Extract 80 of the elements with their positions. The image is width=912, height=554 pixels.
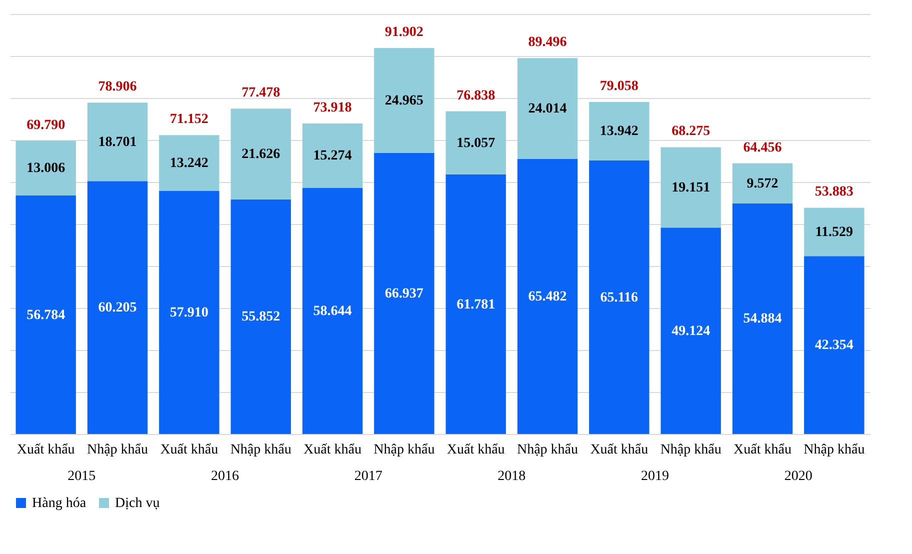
total-label: 91.902: [384, 25, 424, 40]
bar: [660, 228, 721, 434]
x-tick-label: Xuất khẩu: [160, 442, 218, 458]
bar: [87, 181, 148, 434]
bar: [517, 158, 578, 434]
data-label: 42.354: [814, 338, 854, 354]
total-label: 89.496: [528, 35, 567, 50]
data-label: 65.116: [600, 290, 638, 306]
x-tick-label: Nhập khẩu: [804, 442, 865, 458]
data-label: 55.852: [242, 310, 280, 325]
total-label: 76.838: [456, 88, 496, 104]
data-label: 15.057: [456, 136, 496, 151]
x-tick-label: Nhập khẩu: [86, 442, 148, 458]
total-label: 71.152: [170, 112, 208, 128]
text: 2018: [498, 469, 526, 484]
bar: [804, 208, 864, 256]
bar: [302, 124, 363, 188]
data-label: 56.784: [26, 308, 66, 323]
text: 2020: [784, 469, 812, 484]
data-label: 9.572: [746, 176, 778, 192]
bar: [302, 188, 363, 434]
x-tick-label: Nhập khẩu: [516, 442, 578, 458]
bar: [374, 152, 434, 434]
bar: [16, 196, 76, 434]
data-label: 13.006: [26, 161, 66, 176]
total-label: 73.918: [313, 100, 352, 116]
data-label: 13.942: [600, 124, 638, 140]
bar: [660, 147, 721, 228]
legend-label: Hàng hóa: [32, 496, 87, 511]
data-label: 66.937: [384, 286, 424, 302]
x-tick-label: Xuất khẩu: [590, 442, 648, 458]
bar: [732, 203, 793, 434]
x-tick-label: Nhập khẩu: [374, 442, 435, 458]
bar: [159, 135, 220, 191]
total-label: 79.058: [600, 78, 638, 94]
x-tick-label: Xuất khẩu: [446, 442, 505, 458]
data-label: 58.644: [313, 304, 352, 319]
bar: [374, 48, 434, 153]
data-label: 65.482: [528, 289, 567, 304]
legend-label: Dịch vụ: [115, 496, 160, 511]
bar: [589, 102, 650, 161]
data-label: 24.014: [528, 102, 567, 117]
bar: [589, 160, 650, 434]
bar: [159, 190, 220, 434]
data-label: 57.910: [170, 305, 208, 320]
data-label: 15.274: [313, 148, 352, 164]
bar: [732, 163, 793, 204]
x-tick-label: Xuất khẩu: [304, 442, 362, 458]
bar: [87, 102, 148, 182]
total-label: 64.456: [743, 140, 782, 156]
x-tick-label: Nhập khẩu: [230, 442, 292, 458]
bar: [230, 108, 291, 200]
total-label: 69.790: [26, 118, 66, 133]
bar: [446, 111, 506, 175]
bar: [16, 140, 76, 196]
data-label: 49.124: [672, 324, 710, 339]
data-label: 18.701: [98, 134, 137, 150]
bar: [230, 199, 291, 434]
text: 2019: [641, 469, 669, 484]
text: 2015: [68, 469, 96, 484]
total-label: 68.275: [672, 124, 710, 140]
x-tick-label: Xuất khẩu: [734, 442, 792, 458]
text: 2017: [354, 469, 382, 484]
data-label: 61.781: [456, 297, 496, 312]
data-label: 11.529: [815, 224, 854, 240]
total-label: 53.883: [814, 184, 854, 200]
data-label: 54.884: [743, 312, 782, 327]
bar: [446, 174, 506, 434]
data-label: 60.205: [98, 300, 137, 316]
data-label: 19.151: [672, 180, 710, 196]
data-label: 21.626: [242, 147, 280, 162]
total-label: 77.478: [242, 86, 280, 101]
x-tick-label: Xuất khẩu: [16, 442, 75, 458]
total-label: 78.906: [98, 80, 137, 95]
bar: [804, 256, 864, 434]
x-tick-label: Nhập khẩu: [660, 442, 722, 458]
text: 2016: [211, 469, 239, 484]
data-label: 13.242: [170, 156, 208, 171]
bar: [517, 58, 578, 159]
data-label: 24.965: [384, 93, 424, 108]
